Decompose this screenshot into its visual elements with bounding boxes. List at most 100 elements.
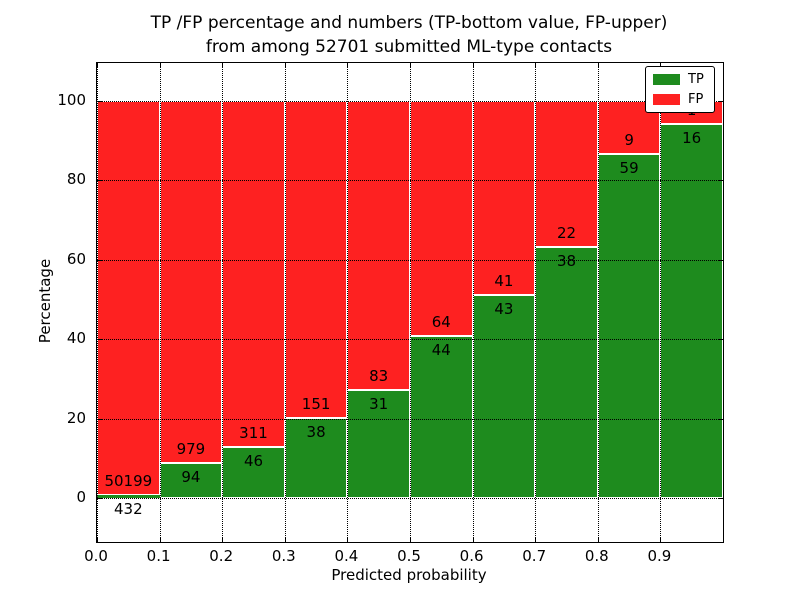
fp-bar-segment bbox=[97, 101, 160, 495]
tp-count-label: 16 bbox=[682, 129, 702, 148]
x-tick-mark bbox=[597, 537, 599, 542]
x-tick-mark bbox=[472, 537, 474, 542]
tp-count-label: 94 bbox=[181, 468, 201, 487]
tp-count-label: 38 bbox=[556, 251, 577, 270]
y-tick-label: 60 bbox=[66, 249, 86, 268]
tp-bar-segment bbox=[535, 246, 598, 498]
x-tick-mark bbox=[97, 537, 98, 542]
vertical-gridline bbox=[660, 63, 662, 542]
fp-count-label: 9 bbox=[624, 130, 634, 149]
x-tick-mark bbox=[347, 537, 349, 542]
chart-title-line2: from among 52701 submitted ML-type conta… bbox=[205, 37, 613, 57]
x-tick-label: 0.7 bbox=[522, 547, 547, 565]
y-tick-label: 100 bbox=[57, 91, 86, 109]
fp-count-label: 41 bbox=[494, 271, 514, 290]
vertical-gridline bbox=[472, 63, 474, 542]
y-tick-mark bbox=[97, 339, 102, 341]
tp-bar-segment bbox=[97, 494, 160, 498]
x-tick-label: 0.9 bbox=[647, 547, 672, 565]
vertical-gridline bbox=[284, 63, 286, 542]
tp-count-label: 46 bbox=[243, 451, 264, 470]
vertical-gridline bbox=[347, 63, 349, 542]
vertical-gridline bbox=[535, 63, 537, 542]
fp-count-label: 83 bbox=[369, 367, 389, 386]
fp-count-label: 22 bbox=[556, 223, 577, 242]
tp-count-label: 38 bbox=[306, 423, 326, 442]
tp-count-label: 432 bbox=[113, 499, 143, 518]
x-tick-label: 0.2 bbox=[209, 547, 234, 565]
vertical-gridline bbox=[222, 63, 224, 542]
y-tick-mark bbox=[718, 498, 723, 499]
fp-bar-segment bbox=[347, 101, 410, 391]
tp-bar-segment bbox=[222, 446, 285, 498]
tp-color-swatch-icon bbox=[653, 74, 680, 86]
fp-bar-segment bbox=[222, 101, 285, 447]
plot-area: 50199 432 979 94 311 46 151 38 83 31 64 44 41 43 22 38 9… bbox=[96, 62, 724, 543]
x-tick-mark bbox=[222, 537, 224, 542]
fp-count-label: 64 bbox=[431, 313, 451, 332]
x-tick-label: 0.3 bbox=[271, 547, 296, 565]
x-tick-mark bbox=[159, 537, 161, 542]
y-tick-mark bbox=[718, 180, 723, 182]
x-tick-mark bbox=[660, 63, 662, 68]
y-tick-label: 20 bbox=[66, 408, 86, 427]
fp-count-label: 979 bbox=[176, 440, 206, 459]
x-tick-mark bbox=[284, 63, 286, 68]
tp-count-label: 31 bbox=[369, 395, 389, 414]
tp-count-label: 43 bbox=[494, 299, 514, 318]
x-tick-label: 0.1 bbox=[146, 547, 171, 565]
x-tick-mark bbox=[660, 537, 662, 542]
y-tick-mark bbox=[718, 418, 723, 420]
y-tick-mark bbox=[718, 259, 723, 261]
fp-bar-segment bbox=[159, 101, 223, 464]
x-tick-mark bbox=[410, 63, 411, 68]
x-tick-mark bbox=[410, 537, 411, 542]
tp-bar-segment bbox=[410, 336, 473, 498]
vertical-gridline bbox=[97, 63, 98, 542]
x-tick-mark bbox=[97, 63, 98, 68]
y-tick-mark bbox=[97, 418, 102, 420]
y-tick-mark bbox=[718, 101, 723, 102]
vertical-gridline bbox=[597, 63, 599, 542]
tp-bar-segment bbox=[284, 418, 348, 498]
x-tick-mark bbox=[347, 63, 349, 68]
legend-entry-fp: FP bbox=[653, 93, 707, 106]
x-tick-mark bbox=[597, 63, 599, 68]
fp-count-label: 50199 bbox=[104, 471, 153, 490]
tp-count-label: 59 bbox=[619, 158, 639, 177]
y-tick-mark bbox=[97, 180, 102, 182]
tp-bar-segment bbox=[597, 153, 661, 498]
x-tick-mark bbox=[535, 537, 537, 542]
vertical-gridline bbox=[410, 63, 411, 542]
x-tick-label: 0.6 bbox=[459, 547, 484, 565]
x-tick-mark bbox=[472, 63, 474, 68]
x-tick-mark bbox=[159, 63, 161, 68]
chart-title: TP /FP percentage and numbers (TP-bottom… bbox=[151, 11, 668, 59]
fp-color-swatch-icon bbox=[653, 93, 680, 105]
x-axis-label: Predicted probability bbox=[331, 566, 487, 584]
x-tick-label: 0.8 bbox=[584, 547, 609, 565]
y-tick-mark bbox=[718, 339, 723, 341]
y-tick-label: 80 bbox=[66, 170, 86, 189]
legend-label-tp: TP bbox=[688, 72, 704, 88]
legend-entry-tp: TP bbox=[653, 73, 707, 86]
fp-count-label: 311 bbox=[239, 423, 268, 442]
y-tick-mark bbox=[97, 259, 102, 261]
x-tick-label: 0.0 bbox=[84, 547, 108, 565]
tp-count-label: 44 bbox=[431, 341, 451, 360]
x-tick-mark bbox=[535, 63, 537, 68]
vertical-gridline bbox=[159, 63, 161, 542]
legend-label-fp: FP bbox=[688, 91, 704, 107]
y-tick-mark bbox=[97, 498, 102, 499]
legend: TP FP bbox=[645, 66, 715, 113]
y-tick-mark bbox=[97, 101, 102, 102]
y-tick-label: 0 bbox=[76, 488, 86, 506]
x-tick-label: 0.4 bbox=[334, 547, 359, 565]
x-tick-mark bbox=[222, 63, 224, 68]
chart-title-line1: TP /FP percentage and numbers (TP-bottom… bbox=[150, 13, 668, 33]
tp-bar-segment bbox=[472, 294, 536, 498]
fp-count-label: 151 bbox=[301, 395, 331, 414]
x-tick-mark bbox=[284, 537, 286, 542]
fp-bar-segment bbox=[472, 101, 536, 295]
